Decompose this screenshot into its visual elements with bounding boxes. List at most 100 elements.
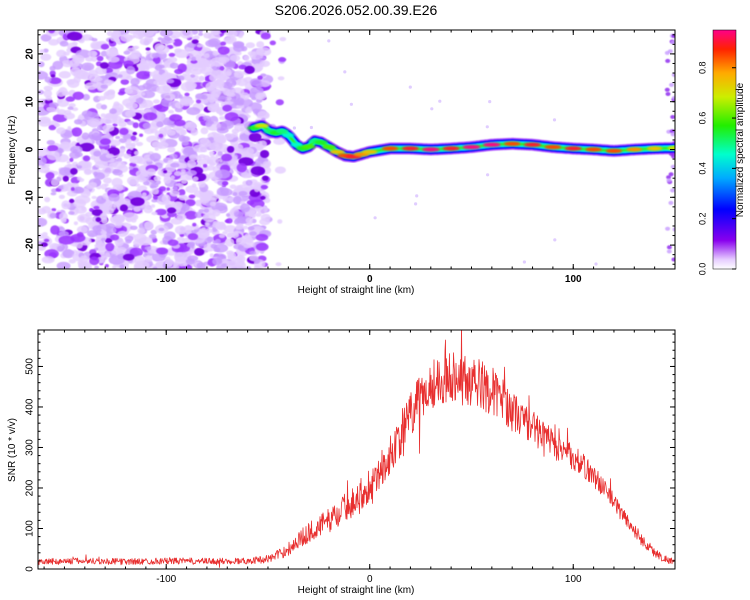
heatmap-noise-cell xyxy=(144,128,154,135)
heatmap-noise-cell xyxy=(234,211,244,218)
heatmap-noise-cell xyxy=(117,230,128,237)
heatmap-noise-cell xyxy=(133,95,140,99)
heatmap-noise-cell xyxy=(185,258,195,265)
heatmap-noise-cell xyxy=(71,141,77,146)
heatmap-noise-cell xyxy=(104,183,109,187)
heatmap-noise-cell xyxy=(49,212,57,219)
heatmap-noise-cell xyxy=(50,192,57,196)
heatmap-noise-cell xyxy=(188,50,202,59)
heatmap-noise-cell xyxy=(81,132,90,140)
heatmap-noise-cell xyxy=(184,210,198,220)
y-tick-label: 300 xyxy=(25,439,36,456)
heatmap-noise-cell xyxy=(127,176,139,186)
heatmap-noise-cell xyxy=(76,165,83,169)
heatmap-noise-cell xyxy=(259,60,271,67)
heatmap-noise-cell xyxy=(196,43,203,48)
heatmap-noise-cell xyxy=(58,167,73,176)
heatmap-noise-cell xyxy=(102,124,115,132)
heatmap-noise-cell xyxy=(68,211,75,215)
heatmap-noise-cell xyxy=(124,235,134,242)
heatmap-noise-cell xyxy=(180,129,187,136)
heatmap-noise-cell xyxy=(43,238,50,243)
heatmap-noise-cell xyxy=(240,203,251,213)
heatmap-noise-cell xyxy=(113,161,126,170)
heatmap-noise-cell xyxy=(180,98,194,107)
heatmap-noise-cell xyxy=(203,208,210,213)
heatmap-noise-cell xyxy=(100,50,108,57)
heatmap-noise-cell xyxy=(220,30,227,33)
heatmap-noise-cell xyxy=(408,85,412,89)
heatmap-noise-cell xyxy=(275,99,284,106)
heatmap-noise-cell xyxy=(133,263,145,269)
heatmap-ridge-peak xyxy=(564,146,582,151)
heatmap-noise-cell xyxy=(44,196,51,203)
y-tick-label: 0 xyxy=(25,146,36,152)
heatmap-noise-cell xyxy=(210,243,218,249)
heatmap-noise-cell xyxy=(182,73,187,77)
heatmap-noise-cell xyxy=(274,166,286,174)
heatmap-noise-cell xyxy=(58,194,65,199)
heatmap-noise-cell xyxy=(202,115,211,121)
heatmap-ridge-peak xyxy=(275,129,289,134)
heatmap-noise-cell xyxy=(260,73,267,77)
y-tick-label: 500 xyxy=(25,358,36,375)
heatmap-noise-cell xyxy=(174,252,185,262)
heatmap-noise-cell xyxy=(58,230,70,237)
snr-y-ticks: 0 100 200 300 400 500 xyxy=(25,333,675,572)
heatmap-ridge-peak xyxy=(544,144,562,150)
x-tick-label: -100 xyxy=(156,274,176,285)
heatmap-noise-cell xyxy=(168,52,176,57)
heatmap-noise-cell xyxy=(108,193,120,202)
heatmap-noise-cell xyxy=(74,119,83,125)
heatmap-noise-cell xyxy=(292,126,296,130)
heatmap-ridge-peak xyxy=(282,133,295,138)
heatmap-noise-cell xyxy=(200,67,213,75)
heatmap-noise-cell xyxy=(226,260,239,269)
heatmap-noise-cell xyxy=(169,39,175,44)
heatmap-noise-cell xyxy=(109,108,117,114)
heatmap-noise-cell xyxy=(130,197,145,207)
heatmap-noise-cell xyxy=(126,120,135,126)
heatmap-noise-cell xyxy=(174,107,183,113)
heatmap-noise-cell xyxy=(85,211,94,217)
heatmap-noise-cell xyxy=(666,178,672,183)
y-tick-label: 200 xyxy=(25,479,36,496)
heatmap-noise-cell xyxy=(151,211,158,216)
heatmap-noise-cell xyxy=(94,160,108,169)
heatmap-noise-cell xyxy=(671,154,675,159)
heatmap-noise-cell xyxy=(260,195,266,200)
heatmap-noise-cell xyxy=(247,226,255,231)
heatmap-noise-cell xyxy=(120,33,133,43)
heatmap-noise-cell xyxy=(254,186,260,193)
y-tick-label: 400 xyxy=(25,398,36,415)
heatmap-noise-cell xyxy=(185,63,194,71)
heatmap-noise-cell xyxy=(200,127,209,135)
heatmap-noise-cell xyxy=(56,49,67,58)
heatmap-noise-cell xyxy=(73,221,78,226)
heatmap-noise-cell xyxy=(169,153,178,160)
heatmap-noise-cell xyxy=(259,218,271,226)
heatmap-noise-cell xyxy=(277,76,285,81)
heatmap-noise-cell xyxy=(84,82,98,90)
heatmap-noise-cell xyxy=(486,173,490,177)
heatmap-noise-cell xyxy=(186,159,197,169)
heatmap-noise-cell xyxy=(130,135,137,141)
heatmap-noise-cell xyxy=(48,30,55,34)
heatmap-noise-cell xyxy=(52,114,68,123)
heatmap-noise-cell xyxy=(38,165,50,174)
heatmap-noise-cell xyxy=(244,187,249,191)
heatmap-noise-cell xyxy=(178,194,188,201)
heatmap-noise-cell xyxy=(155,208,167,216)
heatmap-noise-cell xyxy=(126,66,136,75)
colorbar-frame xyxy=(712,29,737,270)
heatmap-noise-cell xyxy=(56,109,67,115)
heatmap-noise-cell xyxy=(220,41,227,46)
heatmap-noise-cell xyxy=(137,185,148,192)
heatmap-noise-cell xyxy=(262,161,270,168)
heatmap-noise-cell xyxy=(144,246,151,251)
heatmap-noise-cell xyxy=(151,53,160,59)
heatmap-noise-cell xyxy=(222,104,233,112)
heatmap-noise-cell xyxy=(178,189,186,196)
heatmap-noise-cell xyxy=(665,226,671,231)
